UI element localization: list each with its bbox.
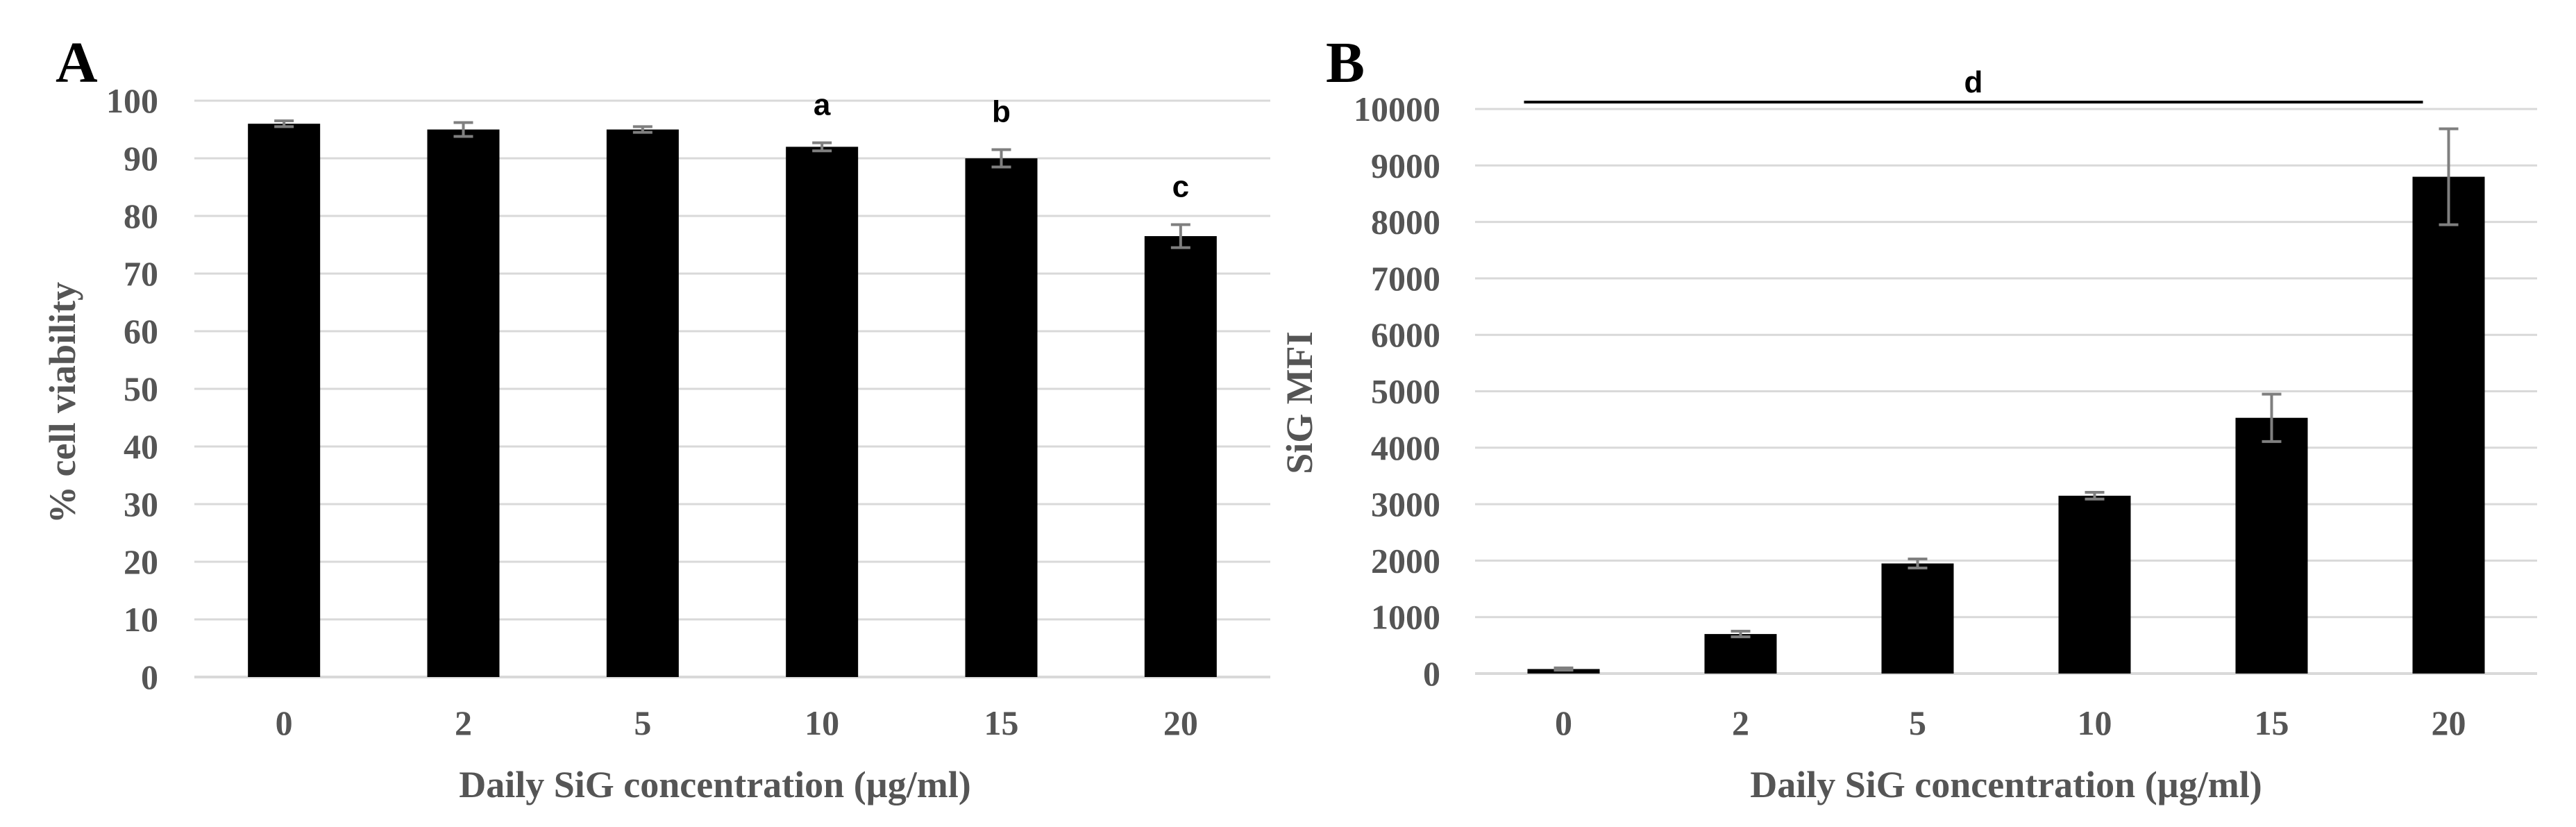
panel-b-y-axis-title: SiG MFI [1279, 331, 1320, 474]
panel-a-x-tick-label: 0 [276, 703, 293, 742]
panel-a-x-tick-label: 2 [455, 703, 472, 742]
panel-b-error-bar [1554, 666, 1574, 672]
panel-a-y-tick-label: 70 [124, 254, 158, 293]
panel-b-bar [2058, 495, 2131, 674]
panel-a-bar-chart: A % cell viability Daily SiG concentrati… [42, 31, 1270, 805]
panel-a-y-tick-label: 80 [124, 197, 158, 235]
panel-a-y-tick-label: 100 [106, 81, 158, 120]
panel-b-y-tick-label: 1000 [1371, 598, 1440, 637]
panel-b-y-tick-label: 10000 [1354, 90, 1440, 128]
panel-a-significance-letter: b [992, 95, 1011, 129]
panel-a-error-bar [1170, 223, 1190, 249]
panel-b-bar [1704, 634, 1777, 674]
panel-a-y-tick-label: 50 [124, 369, 158, 408]
panel-b-label: B [1326, 31, 1365, 95]
panel-a-error-bar [453, 121, 473, 138]
panel-b-y-tick-label: 3000 [1371, 485, 1440, 524]
panel-a-x-tick-label: 20 [1163, 703, 1198, 742]
panel-b-bar [2235, 417, 2308, 674]
panel-b-y-tick-label: 8000 [1371, 203, 1440, 242]
panel-a-x-tick-label: 10 [805, 703, 839, 742]
panel-a-y-tick-label: 20 [124, 542, 158, 581]
panel-a-y-tick-label: 10 [124, 600, 158, 639]
panel-b-error-bar [2085, 491, 2105, 501]
panel-a-x-tick-label: 15 [984, 703, 1019, 742]
panel-b-error-bar [2262, 392, 2282, 443]
panel-b-y-tick-label: 5000 [1371, 372, 1440, 411]
panel-b-x-tick-label: 20 [2432, 703, 2466, 742]
panel-b-y-tick-label: 0 [1423, 654, 1440, 693]
panel-b-significance-letter: d [1964, 65, 1983, 99]
panel-a-error-bar [991, 148, 1011, 169]
panel-a-x-axis-title: Daily SiG concentration (µg/ml) [459, 764, 971, 805]
panel-a-bar [786, 147, 859, 677]
panel-a-significance-letter: c [1172, 169, 1189, 203]
panel-b-x-tick-label: 0 [1555, 703, 1572, 742]
panel-b-bar-chart: B SiG MFI Daily SiG concentration (µg/ml… [1279, 31, 2537, 805]
panel-b-bar [1881, 563, 1954, 674]
panel-a-y-tick-label: 40 [124, 427, 158, 466]
panel-b-y-tick-label: 7000 [1371, 259, 1440, 298]
panel-b-y-tick-label: 4000 [1371, 428, 1440, 467]
panel-a-bar [248, 124, 321, 677]
panel-a-bar [427, 129, 500, 677]
panel-b-x-axis-title: Daily SiG concentration (µg/ml) [1750, 764, 2262, 805]
panel-b-error-bar [2439, 127, 2459, 226]
panel-a-y-tick-label: 0 [141, 658, 158, 696]
panel-b-bar [2412, 176, 2485, 674]
panel-b-x-tick-label: 2 [1732, 703, 1749, 742]
panel-a-y-tick-label: 60 [124, 312, 158, 351]
panel-b-y-tick-label: 6000 [1371, 315, 1440, 354]
panel-b-x-tick-label: 10 [2078, 703, 2112, 742]
panel-a-error-bar [274, 119, 294, 128]
panel-b-x-tick-label: 15 [2255, 703, 2289, 742]
panel-a-error-bar [812, 141, 832, 153]
panel-a-y-tick-label: 90 [124, 139, 158, 178]
panel-a-bar [606, 129, 679, 677]
panel-a-label: A [56, 31, 98, 95]
panel-b-y-tick-label: 9000 [1371, 146, 1440, 185]
panel-a-error-bar [632, 125, 653, 134]
panel-a-significance-letter: a [814, 88, 831, 122]
panel-a-y-axis-title: % cell viability [42, 282, 83, 524]
panel-b-error-bar [1908, 557, 1928, 569]
panel-a-y-tick-label: 30 [124, 485, 158, 524]
panel-a-x-tick-label: 5 [634, 703, 651, 742]
panel-b-y-tick-label: 2000 [1371, 541, 1440, 580]
panel-b-x-tick-label: 5 [1909, 703, 1926, 742]
panel-b-error-bar [1731, 630, 1751, 639]
panel-a-bar [1144, 236, 1217, 677]
panel-a-bar [965, 158, 1038, 677]
